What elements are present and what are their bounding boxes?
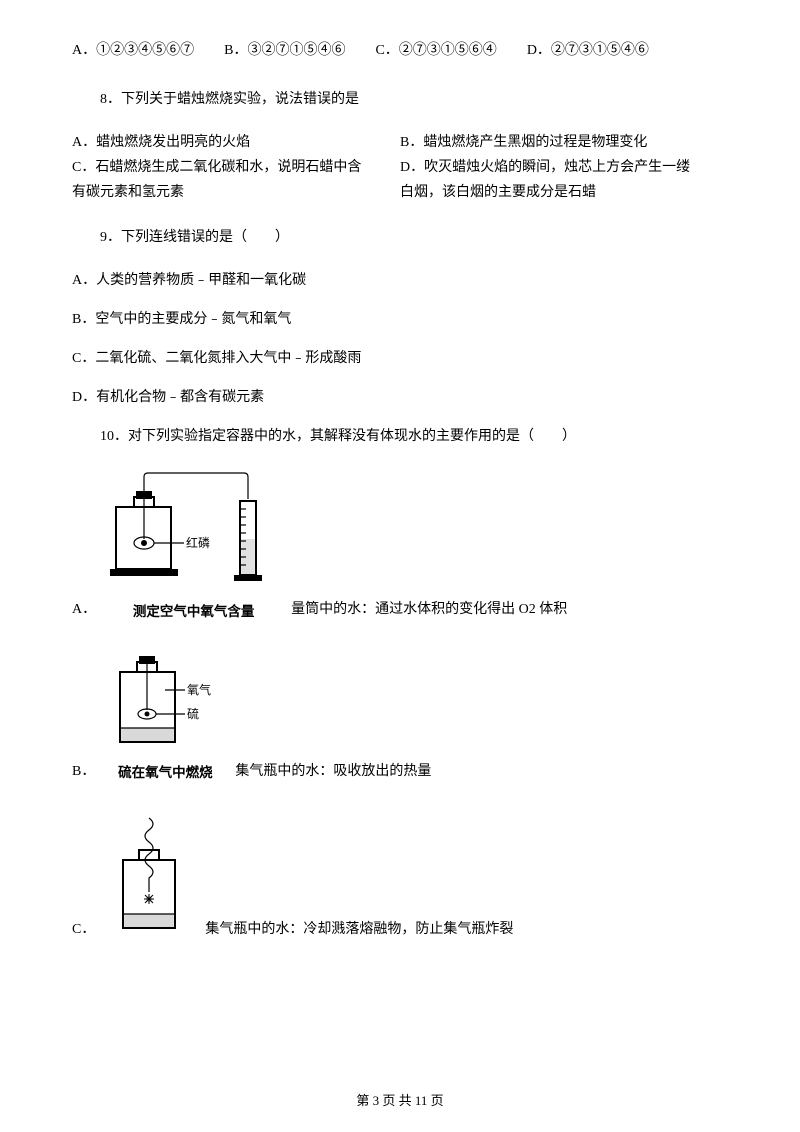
q8-a: A．蜡烛燃烧发出明亮的火焰: [72, 132, 400, 153]
diagram-b-label-o2: 氧气: [187, 682, 211, 697]
q7-option-b: B．③②⑦①⑤④⑥: [224, 40, 345, 61]
q8-stem: 8．下列关于蜡烛燃烧实验，说法错误的是: [72, 89, 728, 110]
diagram-a-icon: 红磷: [106, 469, 281, 599]
q10-a-desc: 量筒中的水：通过水体积的变化得出 O2 体积: [291, 599, 567, 620]
q10-a-caption: 测定空气中氧气含量: [133, 602, 255, 622]
q7-option-c: C．②⑦③①⑤⑥④: [375, 40, 496, 61]
q9-c: C．二氧化硫、二氧化氮排入大气中﹣形成酸雨: [72, 348, 728, 369]
diagram-c-icon: [105, 812, 195, 942]
q8-d-line2: 白烟，该白烟的主要成分是石蜡: [400, 182, 728, 203]
q10-b-desc: 集气瓶中的水：吸收放出的热量: [235, 761, 431, 782]
page-footer: 第 3 页 共 11 页: [0, 1091, 800, 1111]
q8-options: A．蜡烛燃烧发出明亮的火焰 B．蜡烛燃烧产生黑烟的过程是物理变化 C．石蜡燃烧生…: [72, 132, 728, 203]
q9-stem: 9．下列连线错误的是（ ）: [72, 227, 728, 248]
q10-option-b: B． 氧气 硫 硫在氧气中燃烧 集气瓶中的水：吸收放出的热量: [72, 650, 728, 783]
q10-b-letter: B．: [72, 761, 95, 782]
q7-option-d: D．②⑦③①⑤④⑥: [527, 40, 649, 61]
diagram-b-icon: 氧气 硫: [105, 650, 225, 760]
q8-b: B．蜡烛燃烧产生黑烟的过程是物理变化: [400, 132, 728, 153]
q10-c-desc: 集气瓶中的水：冷却溅落熔融物，防止集气瓶炸裂: [205, 919, 513, 940]
q9-a: A．人类的营养物质﹣甲醛和一氧化碳: [72, 270, 728, 291]
q9-d: D．有机化合物﹣都含有碳元素: [72, 387, 728, 408]
q10-a-letter: A．: [72, 599, 96, 620]
q9-b: B．空气中的主要成分﹣氮气和氧气: [72, 309, 728, 330]
q9-options: A．人类的营养物质﹣甲醛和一氧化碳 B．空气中的主要成分﹣氮气和氧气 C．二氧化…: [72, 270, 728, 408]
q10-stem: 10．对下列实验指定容器中的水，其解释没有体现水的主要作用的是（ ）: [72, 426, 728, 447]
q10-b-caption: 硫在氧气中燃烧: [118, 763, 213, 783]
q10-option-c: C． 集气瓶中的水：冷却溅落熔融物，防止集气瓶炸裂: [72, 812, 728, 942]
q8-c-line2: 有碳元素和氢元素: [72, 182, 400, 203]
q10-c-letter: C．: [72, 919, 95, 940]
diagram-a-label: 红磷: [186, 535, 210, 550]
q7-options: A．①②③④⑤⑥⑦ B．③②⑦①⑤④⑥ C．②⑦③①⑤⑥④ D．②⑦③①⑤④⑥: [72, 40, 728, 61]
q8-c-line1: C．石蜡燃烧生成二氧化碳和水，说明石蜡中含: [72, 157, 400, 178]
q7-option-a: A．①②③④⑤⑥⑦: [72, 40, 194, 61]
q8-d-line1: D．吹灭蜡烛火焰的瞬间，烛芯上方会产生一缕: [400, 157, 728, 178]
diagram-b-label-s: 硫: [187, 706, 199, 721]
q10-option-a: A． 红磷: [72, 469, 728, 622]
